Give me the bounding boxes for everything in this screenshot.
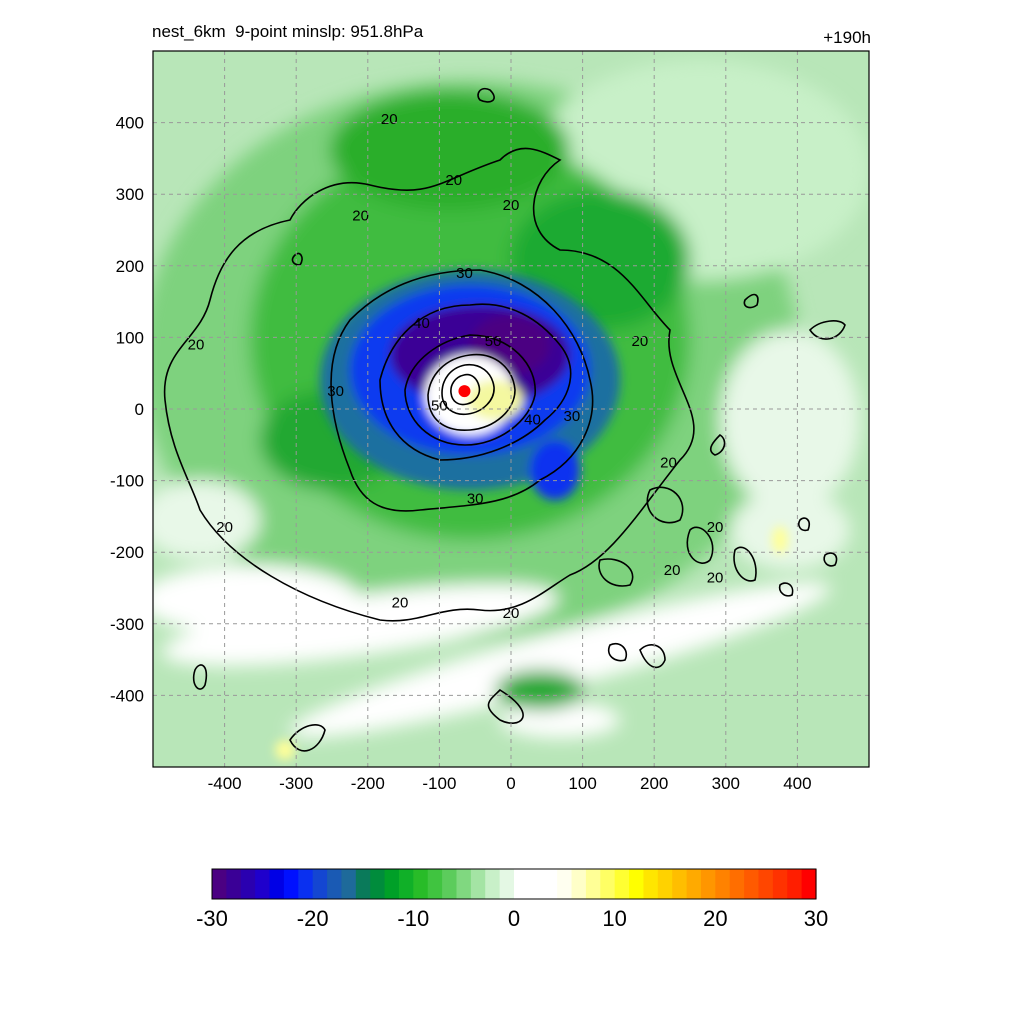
colorbar [211, 868, 817, 900]
y-tick-label: 400 [116, 114, 144, 133]
contour-lines [163, 87, 846, 752]
colorbar-swatch [614, 869, 630, 899]
colorbar-swatch [744, 869, 760, 899]
colorbar-swatch [629, 869, 645, 899]
colorbar-swatch [585, 869, 601, 899]
y-tick-label: 200 [116, 257, 144, 276]
chart-title: nest_6km 9-point minslp: 951.8hPa [152, 22, 424, 41]
colorbar-tick-label: 10 [602, 906, 626, 931]
x-tick-label: 100 [568, 774, 596, 793]
contour-label: 30 [456, 265, 473, 282]
colorbar-tick-label: -30 [196, 906, 228, 931]
colorbar-swatch [427, 869, 443, 899]
y-axis-ticks: 400 300 200 100 0 -100 -200 -300 -400 [110, 114, 144, 706]
x-tick-label: 300 [712, 774, 740, 793]
colorbar-swatch [312, 869, 328, 899]
x-tick-label: -300 [279, 774, 313, 793]
x-tick-label: -100 [422, 774, 456, 793]
colorbar-swatch [456, 869, 472, 899]
colorbar-swatch [226, 869, 242, 899]
anomaly-field [153, 51, 869, 767]
x-tick-label: -200 [351, 774, 385, 793]
colorbar-frame [211, 868, 817, 900]
contour-label: 40 [413, 315, 430, 332]
colorbar-swatch [787, 869, 803, 899]
colorbar-tick-label: 0 [508, 906, 520, 931]
contour-label: 20 [445, 172, 462, 189]
contour-label: 20 [632, 333, 649, 350]
y-tick-label: -100 [110, 472, 144, 491]
colorbar-swatch [600, 869, 616, 899]
contour-label: 20 [660, 455, 677, 472]
contour-label: 20 [664, 562, 681, 579]
x-tick-label: 200 [640, 774, 668, 793]
colorbar-swatch [557, 869, 573, 899]
colorbar-swatch [255, 869, 271, 899]
x-axis-ticks: -400 -300 -200 -100 0 100 200 300 400 [208, 774, 812, 793]
colorbar-swatch [413, 869, 429, 899]
colorbar-swatch [470, 869, 486, 899]
colorbar-tick-label: -10 [397, 906, 429, 931]
contour-label: 20 [216, 519, 233, 536]
y-tick-label: 300 [116, 185, 144, 204]
colorbar-swatch [269, 869, 285, 899]
y-tick-label: -200 [110, 543, 144, 562]
contour-label: 30 [467, 491, 484, 508]
y-tick-label: -400 [110, 686, 144, 705]
contour-label: 40 [524, 412, 541, 429]
colorbar-swatch [283, 869, 299, 899]
colorbar-swatch [686, 869, 702, 899]
colorbar-swatch [571, 869, 587, 899]
x-tick-label: 0 [506, 774, 515, 793]
forecast-hour-label: +190h [823, 28, 871, 47]
colorbar-swatch [772, 869, 788, 899]
colorbar-swatch [657, 869, 673, 899]
contour-label: 20 [381, 111, 398, 128]
colorbar-swatch [715, 869, 731, 899]
colorbar-swatch [499, 869, 515, 899]
colorbar-swatch [672, 869, 688, 899]
plot-frame [152, 50, 870, 768]
contour-label: 30 [564, 408, 581, 425]
contour-label: 20 [707, 569, 724, 586]
colorbar-tick-label: 30 [804, 906, 828, 931]
colorbar-swatch [758, 869, 774, 899]
contour-label: 50 [485, 333, 502, 350]
contour-label: 30 [327, 383, 344, 400]
colorbar-swatch [801, 869, 817, 899]
contour-label: 20 [707, 519, 724, 536]
colorbar-swatch [384, 869, 400, 899]
colorbar-swatch [643, 869, 659, 899]
colorbar-swatch [370, 869, 386, 899]
colorbar-swatch [355, 869, 371, 899]
contour-label: 20 [392, 594, 409, 611]
colorbar-tick-label: -20 [297, 906, 329, 931]
colorbar-swatch [212, 869, 227, 899]
colorbar-swatch [442, 869, 458, 899]
colorbar-swatch [542, 869, 558, 899]
y-tick-label: 100 [116, 328, 144, 347]
x-tick-label: -400 [208, 774, 242, 793]
colorbar-swatch [327, 869, 343, 899]
colorbar-ticks: -30 -20 -10 0 10 20 30 [196, 906, 828, 931]
y-tick-label: -300 [110, 615, 144, 634]
storm-center-marker [458, 385, 471, 398]
colorbar-swatch [729, 869, 745, 899]
colorbar-swatch [514, 869, 529, 899]
colorbar-swatch [398, 869, 414, 899]
colorbar-swatch [341, 869, 357, 899]
colorbar-tick-label: 20 [703, 906, 727, 931]
colorbar-swatch [298, 869, 314, 899]
colorbar-swatch [528, 869, 544, 899]
colorbar-swatch [240, 869, 256, 899]
contour-label: 20 [352, 208, 369, 225]
x-tick-label: 400 [783, 774, 811, 793]
contour-label: 20 [188, 337, 205, 354]
colorbar-swatch [700, 869, 716, 899]
y-tick-label: 0 [135, 400, 144, 419]
colorbar-swatch [485, 869, 501, 899]
